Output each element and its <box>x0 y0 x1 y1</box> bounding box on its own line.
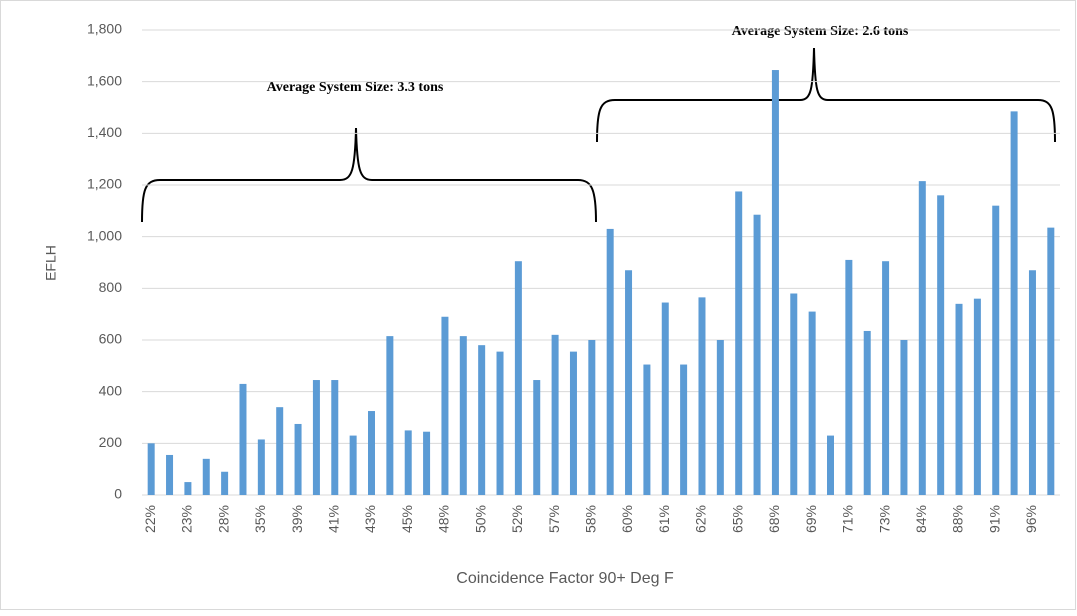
bar <box>1047 227 1055 495</box>
y-tick-label: 1,800 <box>87 21 122 37</box>
y-tick-label: 1,200 <box>87 176 122 192</box>
y-tick-label: 200 <box>99 434 123 450</box>
x-axis-title: Coincidence Factor 90+ Deg F <box>456 570 674 587</box>
x-tick-label: 61% <box>656 505 672 533</box>
bar <box>606 228 614 495</box>
bar <box>588 340 596 495</box>
x-tick-label: 73% <box>876 505 892 533</box>
bar <box>459 336 467 495</box>
y-axis-title: EFLH <box>43 245 59 281</box>
bar <box>625 270 633 495</box>
y-tick-label: 1,400 <box>87 124 122 140</box>
bar <box>368 411 375 495</box>
brace <box>141 127 597 223</box>
y-tick-label: 400 <box>99 382 123 398</box>
bar <box>882 261 890 495</box>
x-tick-label: 96% <box>1023 505 1039 533</box>
x-tick-label: 50% <box>472 505 488 533</box>
x-tick-label: 52% <box>509 505 525 533</box>
x-tick-label: 71% <box>840 505 856 533</box>
bar <box>771 70 779 496</box>
bar <box>551 334 559 495</box>
y-tick-label: 1,600 <box>87 72 122 88</box>
x-tick-label: 39% <box>289 505 305 533</box>
bar <box>992 205 1000 495</box>
bar <box>349 435 357 495</box>
x-tick-label: 28% <box>215 505 231 533</box>
x-tick-label: 68% <box>766 505 782 533</box>
x-tick-label: 45% <box>399 505 415 533</box>
bar <box>845 259 853 495</box>
bar <box>918 181 926 495</box>
bar <box>331 380 339 495</box>
annotation: Average System Size: 2.6 tons <box>732 24 909 39</box>
x-tick-label: 60% <box>619 505 635 533</box>
x-tick-label: 84% <box>913 505 929 533</box>
x-tick-label: 58% <box>583 505 599 533</box>
bar <box>937 195 945 496</box>
bar <box>808 311 816 495</box>
bar <box>221 471 229 495</box>
bar <box>680 364 688 495</box>
bar <box>423 431 431 495</box>
bar <box>973 298 981 495</box>
x-tick-label: 41% <box>325 505 341 533</box>
bar <box>496 351 504 495</box>
bar <box>569 351 577 495</box>
bar <box>239 383 247 495</box>
x-tick-label: 69% <box>803 505 819 533</box>
bar <box>1010 111 1018 495</box>
x-tick-label: 43% <box>362 505 378 533</box>
annotation: Average System Size: 3.3 tons <box>267 80 444 95</box>
x-tick-label: 22% <box>142 505 158 533</box>
bar <box>147 443 155 495</box>
x-tick-label: 48% <box>436 505 452 533</box>
x-tick-label: 35% <box>252 505 268 533</box>
bar <box>753 214 761 496</box>
bar <box>533 380 541 495</box>
bar <box>276 407 284 495</box>
bar <box>955 303 963 495</box>
bar <box>386 336 394 495</box>
bar <box>716 340 724 495</box>
y-tick-label: 800 <box>99 279 123 295</box>
bar <box>698 297 706 495</box>
bar <box>478 345 486 495</box>
bar <box>514 261 522 495</box>
y-tick-label: 1,000 <box>87 227 122 243</box>
bar <box>827 435 834 495</box>
brace <box>596 47 1056 143</box>
x-tick-label: 62% <box>693 505 709 533</box>
bar <box>184 482 192 495</box>
bar <box>643 364 651 495</box>
bar <box>441 316 449 495</box>
bar <box>294 423 302 495</box>
y-tick-label: 0 <box>114 486 122 502</box>
bar <box>790 293 798 495</box>
bar <box>166 454 174 495</box>
bar <box>312 380 320 495</box>
x-tick-label: 23% <box>179 505 195 533</box>
bar <box>404 430 412 495</box>
x-tick-label: 57% <box>546 505 562 533</box>
bar <box>257 439 265 495</box>
x-tick-label: 65% <box>729 505 745 533</box>
y-tick-label: 600 <box>99 331 123 347</box>
x-tick-label: 88% <box>950 505 966 533</box>
bar <box>202 458 210 495</box>
bar <box>1028 270 1036 495</box>
bar <box>863 330 871 495</box>
bar <box>735 191 743 496</box>
x-tick-label: 91% <box>986 505 1002 533</box>
bar <box>661 302 669 495</box>
bar <box>900 340 908 495</box>
